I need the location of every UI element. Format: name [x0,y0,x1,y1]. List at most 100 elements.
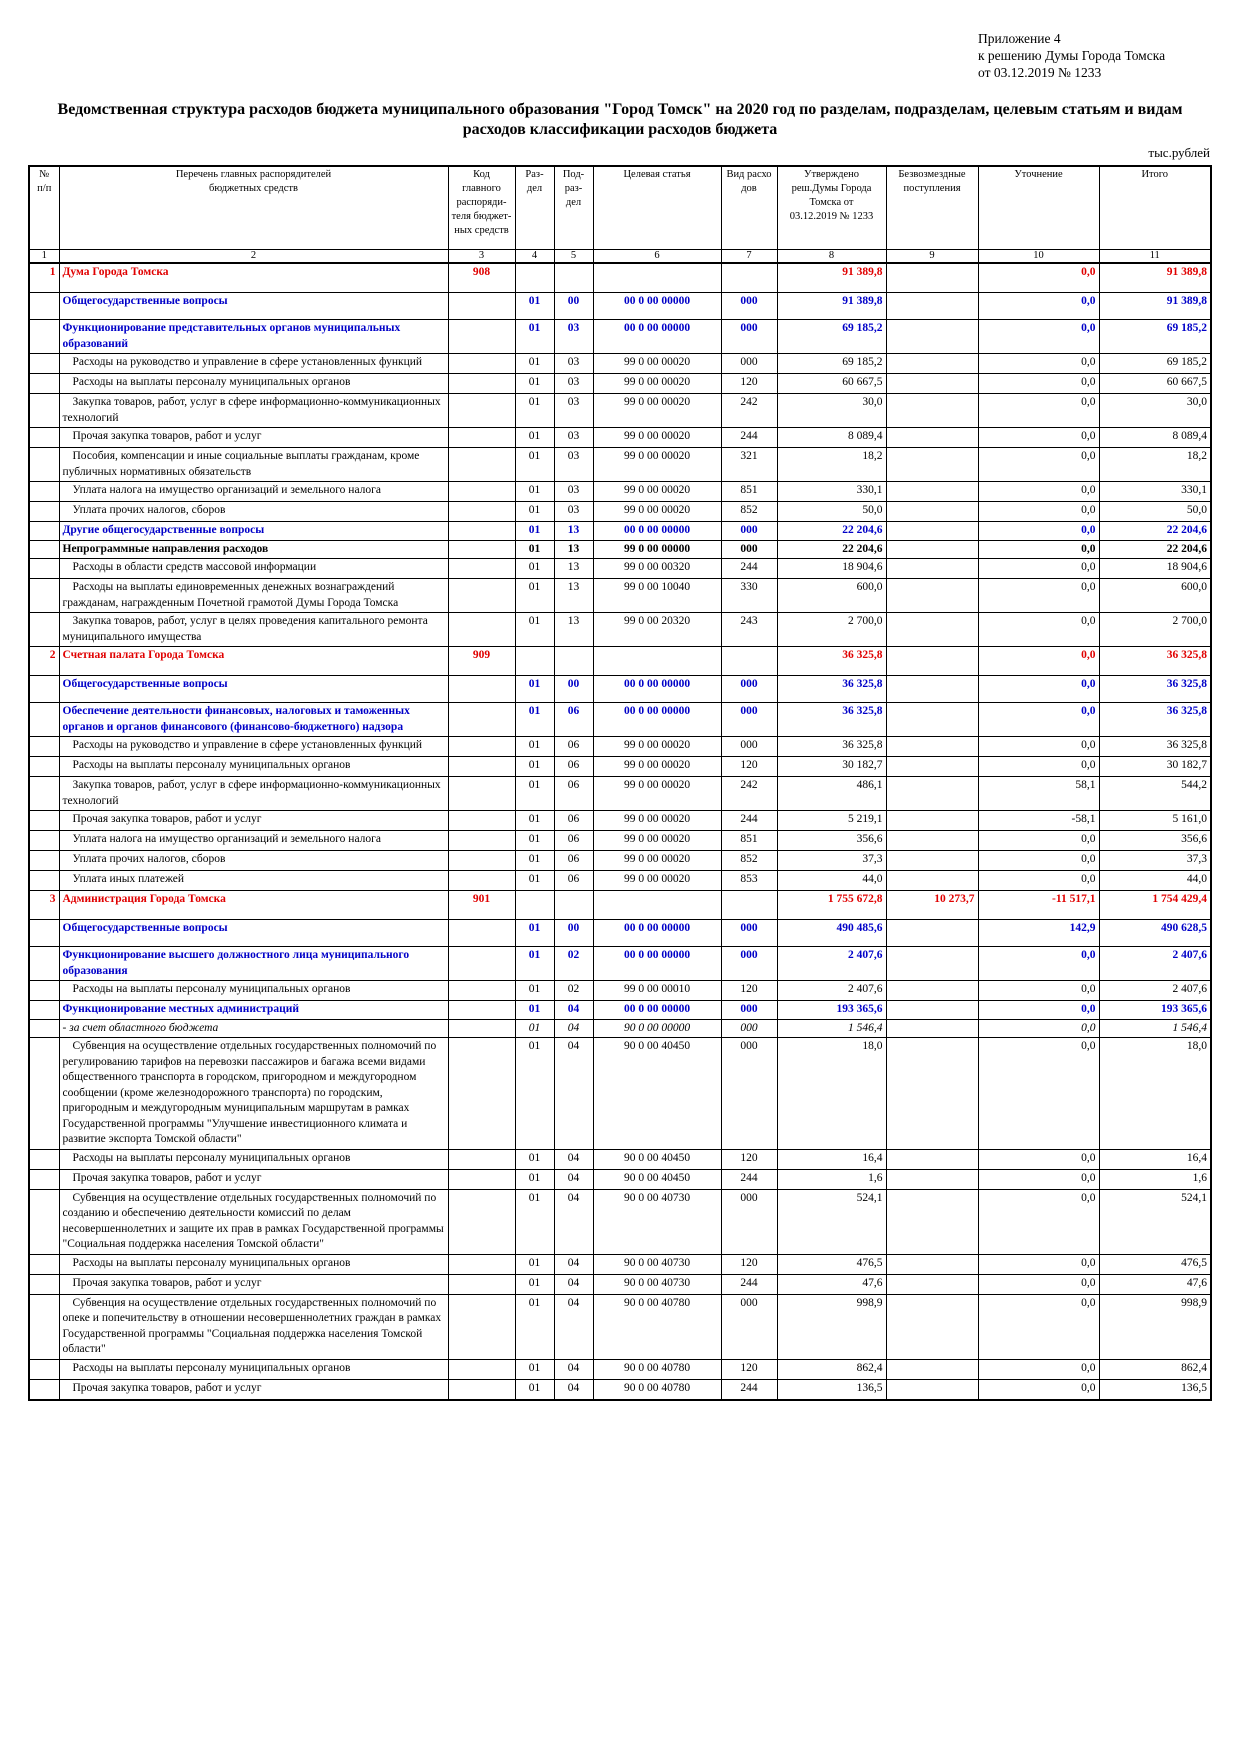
target-code: 90 0 00 40450 [592,1168,722,1190]
expense-type: 000 [720,946,778,981]
subsection-code: 06 [553,810,594,831]
total-amount: 490 628,5 [1098,919,1212,947]
table-row: Расходы на выплаты единовременных денежн… [28,578,1212,613]
total-amount: 1 754 429,4 [1098,890,1212,920]
approved-amount: 1 755 672,8 [776,890,887,920]
admin-code [447,539,516,559]
section-code: 01 [514,319,555,354]
column-number: 5 [553,249,594,264]
row-name: Уплата налога на имущество организаций и… [58,830,449,851]
target-code: 00 0 00 00000 [592,702,722,737]
expense-type: 244 [720,1273,778,1295]
row-name: Расходы на руководство и управление в сф… [58,736,449,757]
table-row: Закупка товаров, работ, услуг в целях пр… [28,612,1212,647]
row-name: Другие общегосударственные вопросы [58,521,449,541]
adjustment-amount: 0,0 [977,262,1100,293]
total-amount: 524,1 [1098,1188,1212,1255]
table-body: 1 Дума Города Томска 908 91 389,8 0,0 91 389,… [28,262,1212,1400]
total-amount: 5 161,0 [1098,810,1212,831]
section-code: 01 [514,373,555,394]
subsection-code: 04 [553,1293,594,1360]
grant-amount [885,393,979,428]
section-code: 01 [514,756,555,777]
section-code: 01 [514,675,555,703]
adjustment-amount: 0,0 [977,1378,1100,1400]
column-number: 10 [977,249,1100,264]
row-name: Непрограммные направления расходов [58,539,449,559]
adjustment-amount: 0,0 [977,1000,1100,1020]
admin-code [447,1358,516,1380]
adjustment-amount: 0,0 [977,702,1100,737]
approved-amount: 2 700,0 [776,612,887,647]
target-code: 99 0 00 00020 [592,481,722,502]
grant-amount [885,1253,979,1275]
expense-type: 851 [720,481,778,502]
adjustment-amount: 0,0 [977,1293,1100,1360]
expense-type: 000 [720,292,778,320]
approved-amount: 8 089,4 [776,427,887,448]
section-code: 01 [514,447,555,482]
admin-code [447,1293,516,1360]
adjustment-amount: 0,0 [977,1168,1100,1190]
grant-amount [885,870,979,891]
subsection-code: 06 [553,776,594,811]
subsection-code: 03 [553,481,594,502]
grant-amount [885,1378,979,1400]
adjustment-amount: 0,0 [977,427,1100,448]
admin-code [447,776,516,811]
admin-code [447,870,516,891]
target-code [592,646,722,676]
admin-code [447,1188,516,1255]
table-row: - за счет областного бюджета 01 04 90 0 00 … [28,1018,1212,1038]
target-code [592,890,722,920]
section-code: 01 [514,1358,555,1380]
total-amount: 22 204,6 [1098,521,1212,541]
expense-type: 120 [720,756,778,777]
appendix: Приложение 4 к решению Думы Города Томск… [978,30,1165,81]
total-amount: 1 546,4 [1098,1018,1212,1038]
section-code: 01 [514,850,555,871]
approved-amount: 18,2 [776,447,887,482]
total-amount: 600,0 [1098,578,1212,613]
row-number [28,1293,60,1360]
target-code: 90 0 00 00000 [592,1018,722,1038]
grant-amount [885,373,979,394]
total-amount: 193 365,6 [1098,1000,1212,1020]
grant-amount [885,830,979,851]
total-amount: 18 904,6 [1098,558,1212,579]
row-number [28,521,60,541]
section-code: 01 [514,1273,555,1295]
row-name: Прочая закупка товаров, работ и услуг [58,1168,449,1190]
subsection-code: 02 [553,946,594,981]
row-number: 2 [28,646,60,676]
total-amount: 36 325,8 [1098,675,1212,703]
admin-code [447,756,516,777]
table-row: Функционирование местных администраций 01… [28,1000,1212,1020]
row-name: Закупка товаров, работ, услуг в сфере ин… [58,776,449,811]
admin-code [447,353,516,374]
section-code: 01 [514,353,555,374]
row-name: Расходы на выплаты персоналу муниципальн… [58,373,449,394]
section-code: 01 [514,558,555,579]
target-code: 99 0 00 00020 [592,501,722,522]
admin-code [447,675,516,703]
total-amount: 69 185,2 [1098,319,1212,354]
adjustment-amount: 0,0 [977,481,1100,502]
subsection-code [553,262,594,293]
approved-amount: 18 904,6 [776,558,887,579]
table-row: Обеспечение деятельности финансовых, нал… [28,702,1212,737]
grant-amount [885,919,979,947]
row-number [28,850,60,871]
adjustment-amount: 0,0 [977,539,1100,559]
approved-amount: 1 546,4 [776,1018,887,1038]
admin-code [447,946,516,981]
adjustment-amount: 0,0 [977,830,1100,851]
grant-amount [885,1168,979,1190]
section-code: 01 [514,1188,555,1255]
appendix-line: от 03.12.2019 № 1233 [978,65,1102,80]
table-row: Субвенция на осуществление отдельных гос… [28,1037,1212,1150]
grant-amount [885,850,979,871]
total-amount: 36 325,8 [1098,736,1212,757]
